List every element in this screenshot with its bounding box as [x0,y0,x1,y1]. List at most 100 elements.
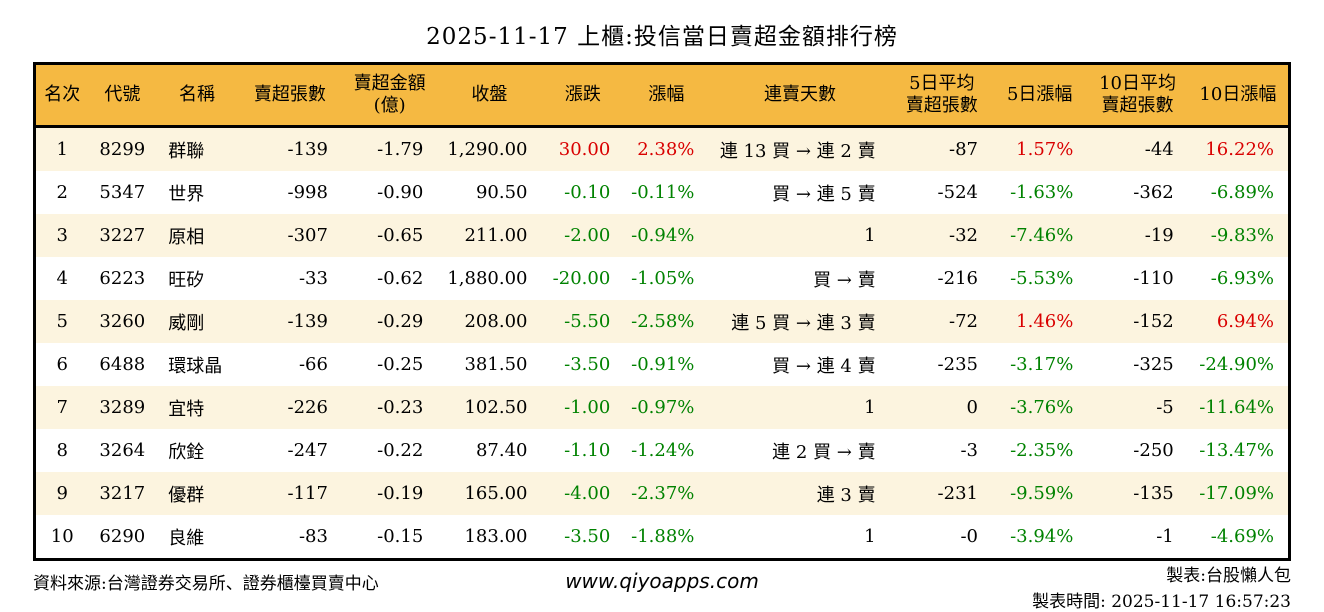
cell-close: 211.00 [464,225,528,246]
table-row: 10 6290 良維 -83 -0.15 183.00 -3.50 -1.88% 1 -0 -3.9… [35,515,1290,560]
cell-code: 5347 [99,182,146,203]
cell-change: -4.00 [564,483,611,504]
cell-pct-5d: -3.94% [1010,526,1074,547]
table-row: 1 8299 群聯 -139 -1.79 1,290.00 30.00 2.38% 連 13 買… [34,126,1290,171]
cell-change: -5.50 [564,311,611,332]
cell-rank: 7 [56,397,68,418]
cell-net-sell-amount: -0.22 [377,440,424,461]
cell-pct-10d: 6.94% [1216,311,1274,332]
cell-close: 1,880.00 [447,268,528,289]
cell-avg10-net-sell: -325 [1133,354,1174,375]
cell-rank: 10 [50,526,74,547]
cell-change-pct: -0.94% [631,225,695,246]
cell-rank: 1 [56,139,68,160]
cell-pct-10d: -24.90% [1199,354,1274,375]
cell-change: -3.50 [564,526,611,547]
cell-change-pct: -2.37% [631,483,695,504]
cell-net-sell-amount: -0.19 [377,483,424,504]
table-row: 2 5347 世界 -998 -0.90 90.50 -0.10 -0.11% 買 → 連 5 … [35,171,1290,214]
cell-pct-5d: -2.35% [1010,440,1074,461]
cell-code: 3217 [99,483,146,504]
cell-close: 1,290.00 [447,139,528,160]
cell-net-sell-volume: -247 [287,440,328,461]
col-header-code: 代號 [88,63,157,128]
cell-net-sell-volume: -33 [298,268,328,289]
cell-pct-5d: -3.17% [1010,354,1074,375]
maker-block: 製表:台股懶人包 製表時間: 2025-11-17 16:57:23 [759,563,1291,612]
cell-avg5-net-sell: -524 [937,182,978,203]
cell-pct-10d: -13.47% [1199,440,1274,461]
data-source-note: 資料來源:台灣證券交易所、證券櫃檯買賣中心 [33,574,379,594]
cell-pct-10d: 16.22% [1205,139,1274,160]
cell-code: 6223 [99,268,146,289]
cell-close: 381.50 [464,354,528,375]
col-header-net-sell-amount: 賣超金額 (億) [341,63,438,128]
cell-net-sell-amount: -0.62 [377,268,424,289]
cell-avg5-net-sell: -72 [948,311,978,332]
table-row: 7 3289 宜特 -226 -0.23 102.50 -1.00 -0.97% 1 0 -3.76… [34,386,1290,429]
cell-net-sell-volume: -83 [298,526,328,547]
cell-avg5-net-sell: -235 [937,354,978,375]
cell-pct-5d: 1.57% [1016,139,1074,160]
cell-net-sell-amount: -0.29 [377,311,424,332]
cell-close: 90.50 [475,182,528,203]
table-row: 6 6488 環球晶 -66 -0.25 381.50 -3.50 -0.91% 買 → 連 4… [35,343,1290,386]
cell-change: -0.10 [564,182,611,203]
cell-net-sell-volume: -139 [287,139,328,160]
col-header-pct-5d: 5日漲幅 [991,63,1088,128]
cell-avg5-net-sell: 0 [966,397,978,418]
cell-code: 3289 [99,397,146,418]
ranking-table-wrap: 名次 代號 名稱 賣超張數 賣超金額 (億) 收盤 漲跌 漲幅 連賣天數 5日平… [33,62,1291,561]
cell-sell-streak: 買 → 賣 [813,269,876,291]
col-header-change: 漲跌 [541,63,625,128]
table-body: 1 8299 群聯 -139 -1.79 1,290.00 30.00 2.38% 連 13 買… [34,126,1290,560]
cell-code: 6488 [99,354,146,375]
maker-label: 製表:台股懶人包 [1166,566,1291,586]
cell-code: 3264 [99,440,146,461]
cell-avg5-net-sell: -0 [960,526,978,547]
cell-name: 旺矽 [168,269,205,291]
cell-net-sell-amount: -0.25 [377,354,424,375]
cell-close: 183.00 [464,526,528,547]
cell-rank: 2 [56,182,68,203]
cell-pct-5d: 1.46% [1016,311,1074,332]
cell-change-pct: -0.97% [631,397,695,418]
cell-name: 群聯 [168,140,205,162]
cell-name: 宜特 [168,398,205,420]
cell-sell-streak: 連 2 買 → 賣 [772,441,876,463]
col-header-name: 名稱 [156,63,238,128]
cell-rank: 5 [56,311,68,332]
cell-avg10-net-sell: -110 [1133,268,1174,289]
cell-change: -20.00 [552,268,611,289]
table-row: 9 3217 優群 -117 -0.19 165.00 -4.00 -2.37% 連 3 賣 -2… [34,472,1290,515]
cell-net-sell-volume: -139 [287,311,328,332]
cell-change: 30.00 [558,139,611,160]
cell-avg5-net-sell: -3 [960,440,978,461]
cell-net-sell-volume: -998 [287,182,328,203]
cell-rank: 4 [56,268,68,289]
col-header-rank: 名次 [34,63,89,128]
cell-pct-10d: -9.83% [1210,225,1274,246]
cell-change: -3.50 [564,354,611,375]
cell-net-sell-volume: -226 [287,397,328,418]
cell-sell-streak: 1 [864,526,876,547]
cell-rank: 9 [56,483,68,504]
cell-avg10-net-sell: -44 [1144,139,1174,160]
col-header-avg10-net-sell: 10日平均 賣超張數 [1087,63,1188,128]
cell-sell-streak: 連 5 買 → 連 3 賣 [731,312,876,334]
cell-name: 原相 [168,226,205,248]
cell-avg5-net-sell: -87 [948,139,978,160]
col-header-avg5-net-sell: 5日平均 賣超張數 [891,63,992,128]
cell-code: 8299 [99,139,146,160]
cell-change-pct: -1.24% [631,440,695,461]
ranking-table: 名次 代號 名稱 賣超張數 賣超金額 (億) 收盤 漲跌 漲幅 連賣天數 5日平… [33,62,1291,561]
cell-net-sell-amount: -0.23 [377,397,424,418]
cell-avg5-net-sell: -231 [937,483,978,504]
cell-net-sell-volume: -307 [287,225,328,246]
table-row: 3 3227 原相 -307 -0.65 211.00 -2.00 -0.94% 1 -32 -7.… [34,214,1290,257]
cell-avg10-net-sell: -5 [1156,397,1174,418]
cell-code: 3227 [99,225,146,246]
col-header-sell-streak: 連賣天數 [708,63,892,128]
cell-net-sell-amount: -0.15 [377,526,424,547]
